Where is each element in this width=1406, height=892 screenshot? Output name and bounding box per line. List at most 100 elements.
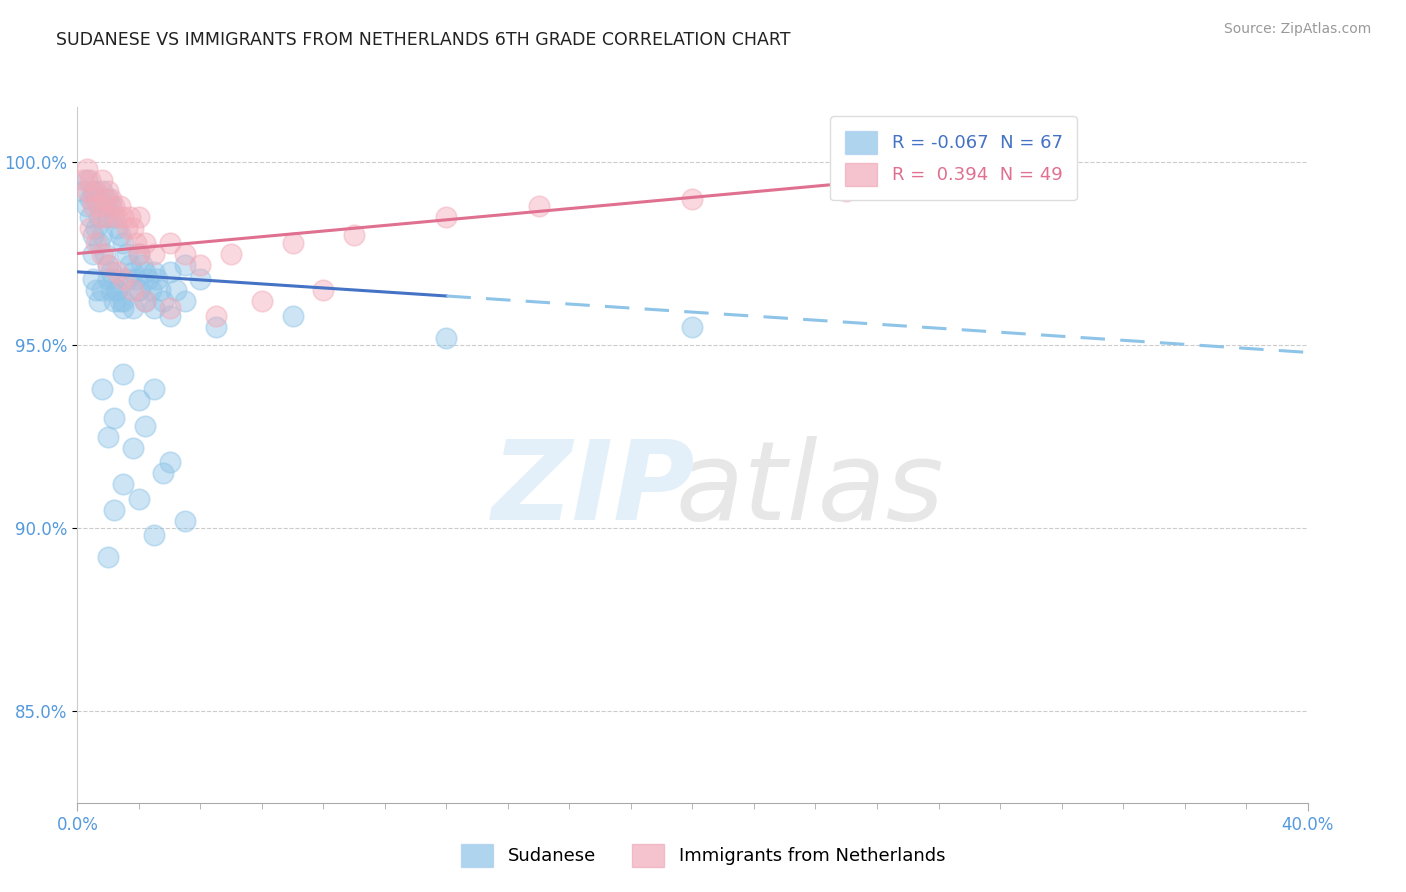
Point [100, 283, 122, 297]
Point [82, 272, 104, 286]
Point [97, 258, 120, 272]
Point [188, 272, 212, 286]
Point [143, 301, 166, 316]
Point [97, 192, 120, 206]
Point [94, 199, 117, 213]
Point [105, 283, 128, 297]
Point [90, 382, 114, 396]
Point [100, 265, 122, 279]
Point [97, 184, 120, 198]
Point [143, 246, 166, 260]
Point [72, 184, 94, 198]
Point [835, 184, 858, 198]
Point [105, 265, 128, 279]
Point [159, 309, 181, 323]
Point [72, 173, 94, 187]
Point [988, 162, 1011, 177]
Point [174, 514, 197, 528]
Point [143, 528, 166, 542]
Point [97, 210, 120, 224]
Point [527, 199, 550, 213]
Point [87, 235, 110, 250]
Point [110, 199, 132, 213]
Point [121, 265, 143, 279]
Point [87, 199, 110, 213]
Point [121, 301, 143, 316]
Point [97, 272, 120, 286]
Point [128, 210, 150, 224]
Point [682, 319, 704, 334]
Point [97, 550, 120, 565]
Point [128, 392, 150, 407]
Point [143, 265, 166, 279]
Point [146, 272, 169, 286]
Point [128, 246, 150, 260]
Point [152, 467, 174, 481]
Point [84, 220, 107, 235]
Point [84, 283, 107, 297]
Point [100, 199, 122, 213]
Point [112, 477, 135, 491]
Point [128, 491, 150, 506]
Point [112, 301, 135, 316]
Point [90, 173, 114, 187]
Point [682, 192, 704, 206]
Text: SUDANESE VS IMMIGRANTS FROM NETHERLANDS 6TH GRADE CORRELATION CHART: SUDANESE VS IMMIGRANTS FROM NETHERLANDS … [56, 31, 790, 49]
Point [103, 199, 125, 213]
Point [134, 265, 156, 279]
Point [134, 235, 156, 250]
Text: Source: ZipAtlas.com: Source: ZipAtlas.com [1223, 22, 1371, 37]
Point [84, 192, 107, 206]
Point [436, 331, 458, 345]
Text: atlas: atlas [675, 436, 943, 543]
Point [149, 283, 172, 297]
Point [76, 184, 98, 198]
Point [110, 228, 132, 243]
Point [112, 210, 135, 224]
Point [79, 192, 101, 206]
Point [82, 184, 104, 198]
Point [159, 455, 181, 469]
Point [103, 294, 125, 309]
Point [188, 258, 212, 272]
Point [90, 184, 114, 198]
Point [100, 192, 122, 206]
Point [118, 210, 141, 224]
Point [82, 246, 104, 260]
Point [128, 283, 150, 297]
Point [250, 294, 273, 309]
Point [94, 192, 117, 206]
Point [128, 246, 150, 260]
Point [112, 235, 135, 250]
Point [121, 283, 143, 297]
Point [436, 210, 458, 224]
Point [79, 173, 101, 187]
Point [121, 441, 143, 455]
Point [76, 199, 98, 213]
Point [115, 220, 138, 235]
Point [110, 294, 132, 309]
Point [312, 283, 335, 297]
Point [103, 411, 125, 425]
Point [90, 228, 114, 243]
Point [82, 199, 104, 213]
Point [82, 192, 104, 206]
Point [128, 283, 150, 297]
Point [125, 272, 148, 286]
Point [87, 294, 110, 309]
Point [281, 235, 304, 250]
Legend: Sudanese, Immigrants from Netherlands: Sudanese, Immigrants from Netherlands [453, 837, 953, 874]
Point [97, 210, 120, 224]
Point [204, 319, 226, 334]
Point [131, 258, 153, 272]
Point [103, 503, 125, 517]
Point [134, 294, 156, 309]
Point [79, 220, 101, 235]
Point [97, 429, 120, 443]
Point [115, 272, 138, 286]
Point [136, 272, 159, 286]
Point [97, 258, 120, 272]
Point [90, 283, 114, 297]
Text: ZIP: ZIP [492, 436, 696, 543]
Point [204, 309, 226, 323]
